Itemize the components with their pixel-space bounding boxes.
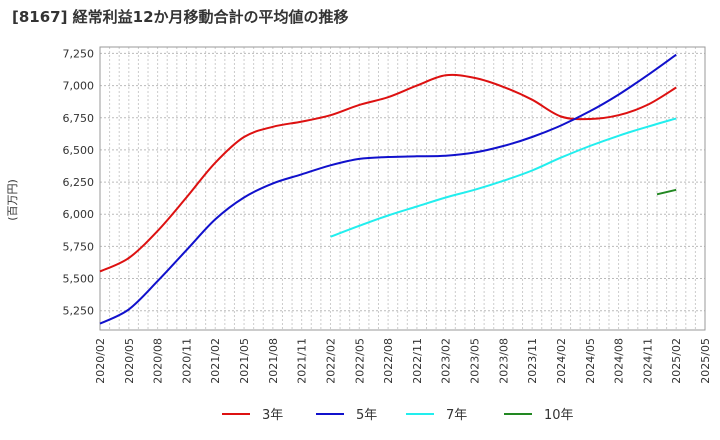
grid-lines [100,47,705,330]
x-tick-label: 2021/08 [267,338,280,384]
chart-title: [8167] 経常利益12か月移動合計の平均値の推移 [12,8,349,26]
series-line-3 [656,188,677,196]
x-tick-label: 2020/05 [123,338,136,384]
x-tick-label: 2022/11 [411,338,424,384]
x-axis-ticks: 2020/02 2020/05 2020/08 2020/11 2021/02 2021/… [94,338,712,384]
x-tick-label: 2024/02 [555,338,568,384]
x-tick-label: 2020/02 [94,338,107,384]
legend-label-3: 10年 [544,408,574,423]
y-tick-label: 6,000 [63,208,95,221]
y-axis-label: (百万円) [6,179,19,221]
x-tick-label: 2024/05 [584,338,597,384]
x-tick-label: 2022/02 [324,338,337,384]
y-tick-label: 6,250 [63,176,95,189]
x-tick-label: 2022/08 [382,338,395,384]
series-lines [99,53,677,325]
y-tick-label: 5,750 [63,240,95,253]
x-tick-label: 2020/08 [152,338,165,384]
x-tick-label: 2020/11 [180,338,193,384]
x-tick-label: 2023/11 [526,338,539,384]
y-tick-label: 5,500 [63,273,95,286]
series-line-0 [99,73,677,273]
series-line-1 [99,53,677,325]
x-tick-label: 2023/08 [497,338,510,384]
x-tick-label: 2024/11 [641,338,654,384]
x-tick-label: 2022/05 [353,338,366,384]
series-line-2 [330,117,677,238]
y-tick-label: 6,750 [63,112,95,125]
legend-label-2: 7年 [446,408,467,423]
y-tick-label: 7,250 [63,47,95,60]
y-tick-label: 6,500 [63,144,95,157]
x-tick-label: 2024/08 [613,338,626,384]
x-tick-label: 2021/11 [296,338,309,384]
y-tick-label: 5,250 [63,305,95,318]
legend-label-1: 5年 [356,408,377,423]
legend-label-0: 3年 [262,408,283,423]
x-tick-label: 2025/05 [699,338,712,384]
x-tick-label: 2023/05 [469,338,482,384]
x-tick-label: 2023/02 [440,338,453,384]
x-tick-label: 2021/02 [209,338,222,384]
y-axis-ticks: 5,250 5,500 5,750 6,000 6,250 6,500 6,750 7,000… [63,47,95,317]
x-tick-label: 2021/05 [238,338,251,384]
x-tick-label: 2025/02 [670,338,683,384]
y-tick-label: 7,000 [63,80,95,93]
plot-area-frame [99,46,706,331]
legend: 3年 5年 7年 10年 [222,408,574,423]
